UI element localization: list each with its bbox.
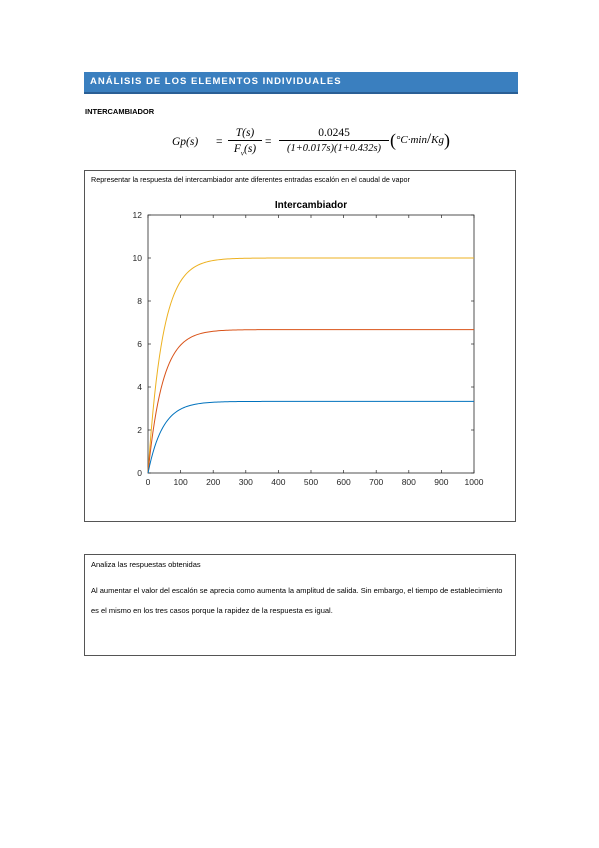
formula-denominator-1: Fv(s) xyxy=(228,141,262,157)
y-tick-label: 2 xyxy=(137,425,142,435)
formula-den1-sub: v xyxy=(240,149,244,158)
units-close-paren: ) xyxy=(444,130,451,150)
units-denominator: Kg xyxy=(431,134,445,146)
series-line-2 xyxy=(147,329,474,474)
section-title: ANÁLISIS DE LOS ELEMENTOS INDIVIDUALES xyxy=(90,76,342,87)
x-tick-label: 0 xyxy=(146,477,151,487)
y-tick-label: 4 xyxy=(137,382,142,392)
transfer-function-formula: Gp(s) = T(s) Fv(s) = 0.0245 (1+0.017s)(1… xyxy=(172,125,472,161)
formula-lhs: Gp(s) xyxy=(172,136,199,148)
x-tick-label: 500 xyxy=(304,477,318,487)
chart-title: Intercambiador xyxy=(275,200,347,211)
formula-units: (°C·min/Kg) xyxy=(390,130,450,151)
x-tick-label: 700 xyxy=(369,477,383,487)
x-tick-label: 900 xyxy=(434,477,448,487)
formula-den1-tail: (s) xyxy=(244,143,257,155)
y-tick-label: 10 xyxy=(133,253,143,263)
plot-box: Representar la respuesta del intercambia… xyxy=(84,170,516,522)
series-line-3 xyxy=(147,400,474,474)
y-tick-label: 6 xyxy=(137,339,142,349)
formula-numerator-2: 0.0245 xyxy=(279,127,389,141)
formula-equals-2: = xyxy=(265,136,272,148)
formula-denominator-2: (1+0.017s)(1+0.432s) xyxy=(286,143,382,154)
formula-equals-1: = xyxy=(216,136,223,148)
x-tick-label: 800 xyxy=(402,477,416,487)
x-tick-label: 600 xyxy=(337,477,351,487)
units-open-paren: ( xyxy=(390,130,396,150)
x-tick-label: 400 xyxy=(271,477,285,487)
x-tick-label: 200 xyxy=(206,477,220,487)
analysis-box: Analiza las respuestas obtenidas Al aume… xyxy=(84,554,516,656)
plot-area xyxy=(147,214,475,474)
y-tick-label: 8 xyxy=(137,296,142,306)
formula-fraction-2: 0.0245 (1+0.017s)(1+0.432s) xyxy=(279,127,389,154)
section-header-bar: ANÁLISIS DE LOS ELEMENTOS INDIVIDUALES xyxy=(84,72,518,94)
analysis-title: Analiza las respuestas obtenidas xyxy=(91,560,201,569)
analysis-text: Al aumentar el valor del escalón se apre… xyxy=(91,586,503,615)
subheading: INTERCAMBIADOR xyxy=(85,107,155,116)
plot-box-caption: Representar la respuesta del intercambia… xyxy=(91,175,410,184)
units-numerator: °C·min xyxy=(396,134,427,146)
y-tick-label: 0 xyxy=(137,468,142,478)
formula-numerator-1: T(s) xyxy=(228,127,262,141)
formula-den1-main: F xyxy=(233,143,241,155)
formula-fraction-1: T(s) Fv(s) xyxy=(228,127,262,157)
x-tick-label: 300 xyxy=(239,477,253,487)
series-line-1 xyxy=(147,257,474,474)
x-tick-label: 100 xyxy=(174,477,188,487)
x-tick-label: 1000 xyxy=(465,477,484,487)
y-tick-label: 12 xyxy=(133,210,143,220)
units-slash: / xyxy=(427,131,432,147)
